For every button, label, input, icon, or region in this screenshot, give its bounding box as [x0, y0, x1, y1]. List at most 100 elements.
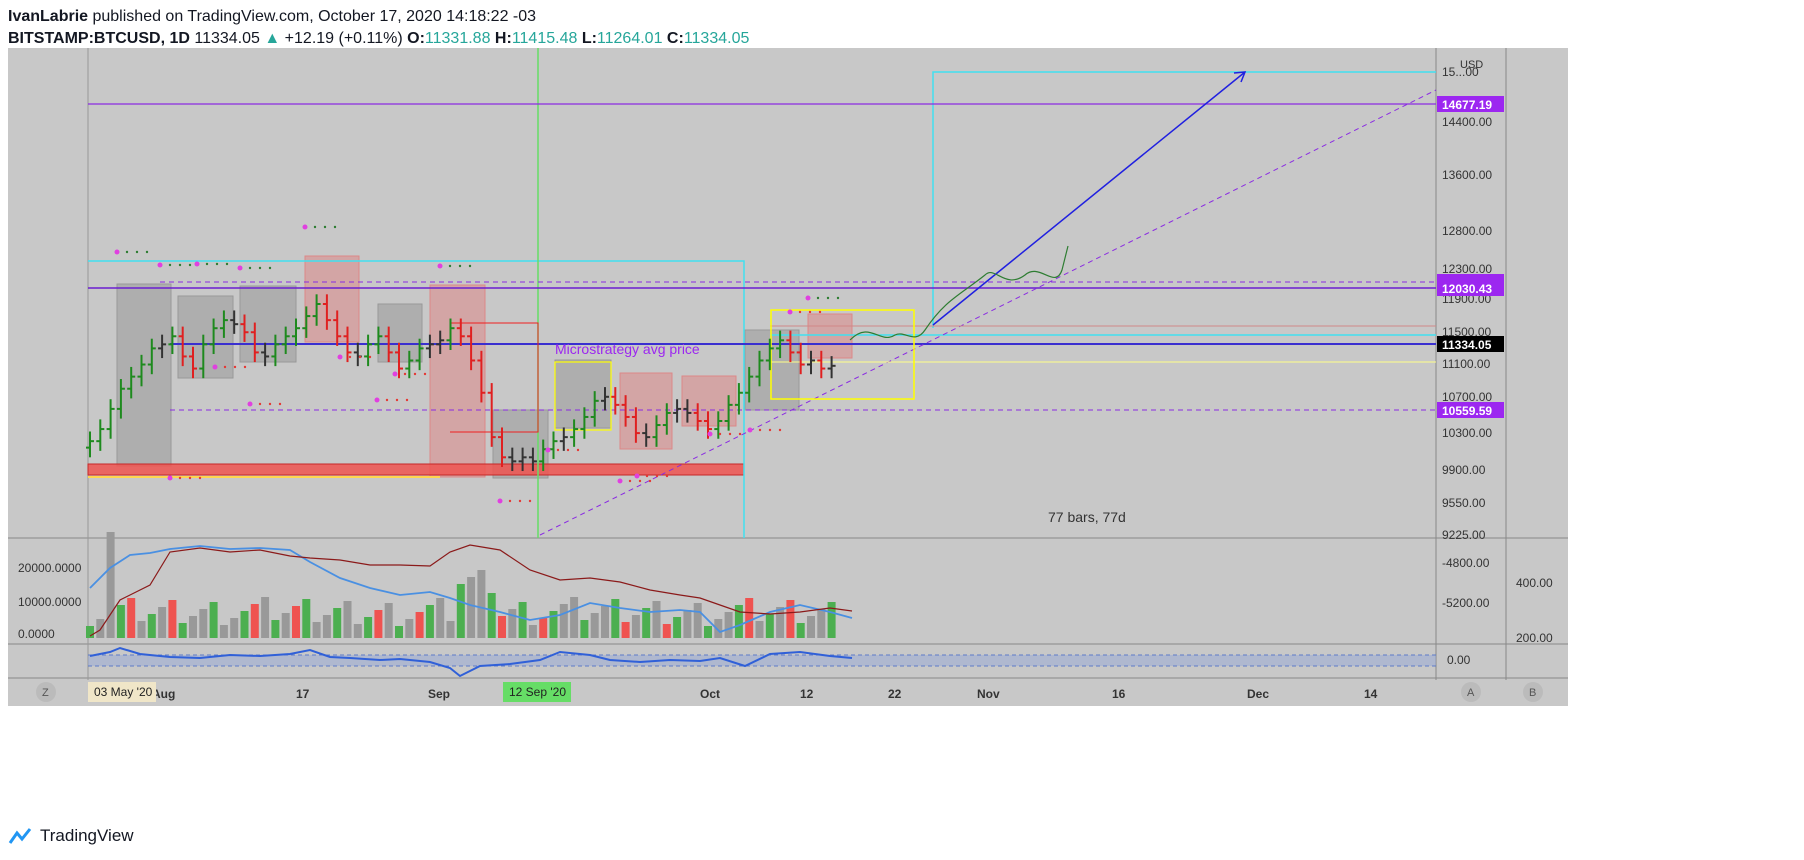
price-label-3: 10559.59 [1442, 404, 1492, 418]
volume-bar-4 [127, 598, 136, 638]
zone-box-2 [239, 285, 297, 363]
signal-trail-16-1 [718, 432, 722, 436]
signal-trail-12-2 [518, 499, 522, 503]
volume-bar-17 [261, 597, 270, 638]
volume-bar-70 [807, 616, 815, 638]
symbol-label[interactable]: BITSTAMP:BTCUSD, 1D [8, 30, 190, 47]
zone-box-3 [304, 255, 360, 343]
cyan-range-line [88, 260, 745, 538]
volume-tick-1: 10000.0000 [18, 595, 82, 609]
right-axis-bg [1506, 48, 1568, 680]
osc-tick: 0.00 [1447, 653, 1471, 667]
author-name[interactable]: IvanLabrie [8, 8, 89, 25]
volume-bar-11 [199, 609, 208, 638]
volume-bar-32 [415, 612, 424, 638]
time-tick-2: Sep [428, 687, 450, 701]
signal-dot-11 [167, 475, 173, 481]
volume-bar-69 [796, 623, 805, 638]
volume-bar-0 [86, 626, 94, 638]
volume-bar-24 [333, 608, 342, 638]
time-tick-4: 12 [800, 687, 814, 701]
volume-bar-35 [446, 621, 455, 638]
osc-line [89, 646, 853, 678]
axis-button-b[interactable] [1523, 682, 1543, 702]
axis-button-label-b: B [1529, 687, 1536, 699]
signal-trail-9-2 [395, 398, 399, 402]
signal-dot-1 [157, 262, 163, 268]
blue-arrow-head [1233, 71, 1247, 83]
signal-trail-8-2 [358, 355, 362, 359]
bars-count-annotation: 77 bars, 77d [1048, 509, 1126, 525]
signal-trail-4-3 [333, 225, 337, 229]
signal-trail-3-3 [268, 266, 272, 270]
time-tick-0: Aug [152, 687, 175, 701]
axis-button-a[interactable] [1461, 682, 1481, 702]
signal-trail-12-3 [528, 499, 532, 503]
signal-trail-7-2 [268, 402, 272, 406]
volume-ma-blue [89, 545, 853, 634]
axis-button-z[interactable] [36, 682, 56, 702]
signal-dot-7 [247, 401, 253, 407]
volume-bar-5 [137, 621, 146, 638]
signal-dot-14 [617, 478, 623, 484]
volume-bar-16 [250, 604, 259, 638]
volume-bar-68 [786, 600, 795, 638]
price-tick-4: 12300.00 [1442, 262, 1492, 276]
volume-bar-30 [395, 626, 403, 638]
price-tick-11: 9550.00 [1442, 496, 1486, 510]
signal-trail-5-2 [458, 264, 462, 268]
signal-trail-17-2 [768, 428, 772, 432]
volume-bar-49 [590, 613, 599, 638]
price-tick-1: 14400.00 [1442, 115, 1492, 129]
usd-label: USD [1460, 59, 1483, 71]
signal-dot-2 [194, 261, 200, 267]
price-label-bg-2 [1437, 336, 1504, 352]
signal-trail-19-1 [816, 296, 820, 300]
signal-trail-10-1 [403, 372, 407, 376]
signal-trail-18-1 [798, 310, 802, 314]
low-label: L: [581, 30, 597, 47]
signal-trail-9-3 [405, 398, 409, 402]
volume-bar-55 [652, 601, 661, 638]
signal-trail-4-2 [323, 225, 327, 229]
zone-box-7 [554, 359, 612, 429]
signal-trail-0-2 [135, 250, 139, 254]
zone-box-5 [429, 284, 486, 478]
signal-trail-1-1 [168, 263, 172, 267]
volume-bar-41 [508, 609, 517, 638]
axis-button-label-z: Z [42, 687, 49, 699]
volume-bar-15 [240, 611, 249, 638]
volume-bar-18 [271, 620, 280, 638]
volume-bar-22 [312, 622, 321, 638]
volume-bar-13 [219, 625, 228, 638]
signal-trail-13-1 [556, 448, 560, 452]
signal-trail-10-3 [423, 372, 427, 376]
zone-box-11 [807, 313, 853, 359]
signal-dot-19 [805, 295, 811, 301]
signal-dot-6 [212, 364, 218, 370]
price-label-2: 11334.05 [1442, 338, 1492, 352]
volume-bar-37 [467, 577, 476, 638]
signal-trail-14-1 [628, 479, 632, 483]
signal-trail-15-2 [655, 474, 659, 478]
volume-bar-2 [106, 532, 115, 638]
volume-bar-23 [322, 615, 331, 638]
signal-dot-18 [787, 309, 793, 315]
time-tick-6: Nov [977, 687, 1000, 701]
volume-bar-71 [817, 609, 826, 638]
footer-brand[interactable]: TradingView [8, 826, 134, 846]
signal-trail-13-3 [576, 448, 580, 452]
volume-bar-50 [601, 606, 609, 638]
volume-bar-3 [116, 605, 125, 638]
time-tick-9: 14 [1364, 687, 1378, 701]
price-tick-12: 9225.00 [1442, 528, 1486, 542]
time-cursor-label-1: 12 Sep '20 [509, 685, 566, 699]
volume-bar-64 [745, 598, 754, 638]
signal-trail-11-2 [188, 476, 192, 480]
volume-right-tick-1: -5200.00 [1442, 596, 1490, 610]
volume-bar-25 [343, 601, 352, 638]
brand-name: TradingView [40, 826, 134, 845]
volume-bar-65 [755, 621, 764, 638]
volume-bar-9 [178, 623, 187, 638]
